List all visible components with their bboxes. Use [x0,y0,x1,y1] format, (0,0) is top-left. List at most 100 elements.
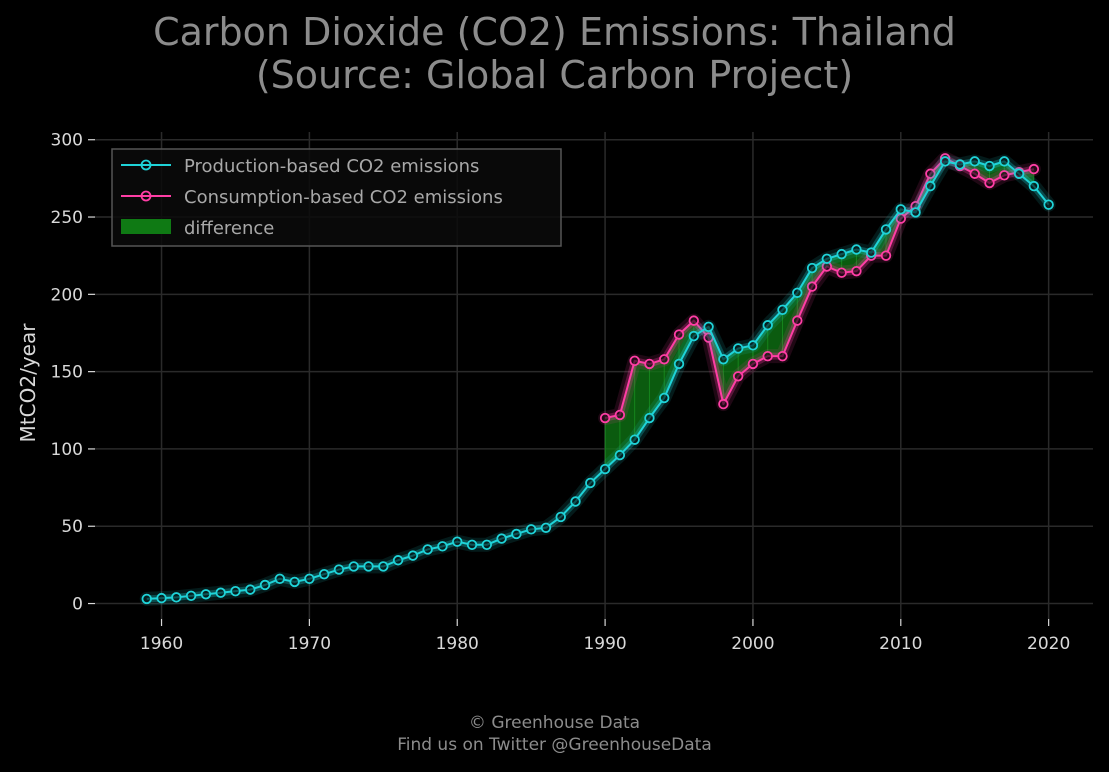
legend-swatch-difference [121,219,171,234]
production-marker [614,449,626,461]
production-marker [525,524,537,535]
production-marker [437,541,448,552]
production-marker [422,544,433,555]
y-axis-label: MtCO2/year [16,323,40,443]
production-marker [659,392,670,404]
production-marker [245,584,256,595]
consumption-marker [688,315,700,326]
difference-area [605,158,1034,470]
production-marker [806,262,818,274]
x-tick-label: 1990 [583,634,626,654]
production-marker [836,248,847,260]
production-marker [200,589,212,600]
legend: Production-based CO2 emissions Consumpti… [111,148,562,247]
consumption-marker [732,371,744,382]
production-marker [910,207,921,218]
production-marker [1028,180,1040,192]
chart-title-line-2: (Source: Global Carbon Project) [255,53,854,97]
production-marker [984,160,995,172]
consumption-marker [925,168,936,179]
production-marker [215,587,226,598]
x-tick-label: 2020 [1027,634,1070,654]
production-marker [407,550,419,561]
legend-frame [111,148,562,247]
production-marker [939,156,951,167]
production-marker [866,247,877,258]
y-tick-label: 150 [51,363,83,383]
x-tick-label: 2010 [879,634,922,654]
y-tick-label: 0 [72,595,83,615]
production-marker [747,340,759,351]
production-marker [954,159,966,170]
consumption-marker [762,350,773,362]
production-marker [1013,168,1025,179]
production-marker [851,244,862,255]
production-marker [540,522,552,533]
x-tick-label: 1970 [288,634,331,654]
y-tick-label: 100 [51,440,83,460]
production-marker [629,434,640,445]
consumption-marker [792,315,803,326]
x-tick-label: 1980 [436,634,479,654]
production-marker [230,585,241,597]
consumption-marker [644,358,655,370]
footer-twitter: Find us on Twitter @GreenhouseData [397,735,712,755]
production-marker [999,156,1010,167]
production-marker [673,358,685,370]
consumption-marker [777,350,788,362]
difference-fill [604,158,1035,470]
x-tick-label: 2000 [731,634,774,654]
production-marker [259,579,271,591]
production-marker [185,590,197,602]
production-marker [1043,199,1054,210]
production-marker [895,204,906,215]
production-marker [378,561,389,572]
legend-marker-production [140,159,152,171]
legend-label-difference: difference [184,218,274,239]
y-tick-label: 200 [51,285,83,305]
chart-title-line-1: Carbon Dioxide (CO2) Emissions: Thailand [153,10,956,54]
production-marker [171,592,182,603]
production-marker [880,224,892,235]
y-tick-label: 50 [61,517,83,537]
production-marker [703,321,714,333]
consumption-marker [599,412,611,424]
legend-item-consumption: Consumption-based CO2 emissions [121,187,503,208]
production-marker [511,528,522,540]
production-marker [718,354,729,365]
production-marker [466,539,478,550]
production-marker [555,511,566,523]
legend-marker-consumption [140,190,152,202]
consumption-marker [999,170,1010,181]
consumption-marker [718,398,729,410]
production-marker [141,593,152,605]
legend-item-production: Production-based CO2 emissions [121,156,479,177]
consumption-marker [614,409,626,421]
production-marker [969,156,980,167]
consumption-marker [984,177,995,189]
production-marker [762,320,773,331]
consumption-marker [969,168,980,179]
production-marker [688,330,700,342]
production-marker [585,477,596,489]
production-marker [333,564,345,575]
production-marker [363,561,374,572]
consumption-marker [673,329,685,340]
legend-item-difference: difference [121,218,274,239]
y-tick-label: 250 [51,208,83,228]
consumption-marker [836,267,847,278]
production-marker [570,496,581,507]
consumption-marker [880,250,892,261]
legend-label-production: Production-based CO2 emissions [184,156,479,177]
consumption-marker [629,355,640,367]
production-marker [481,539,493,550]
legend-label-consumption: Consumption-based CO2 emissions [184,187,503,208]
production-marker [348,561,359,572]
production-marker [777,304,788,315]
production-marker [496,533,507,544]
production-marker [289,576,300,588]
series-lines [139,151,1056,606]
consumption-marker [806,281,818,292]
production-marker [644,412,655,424]
